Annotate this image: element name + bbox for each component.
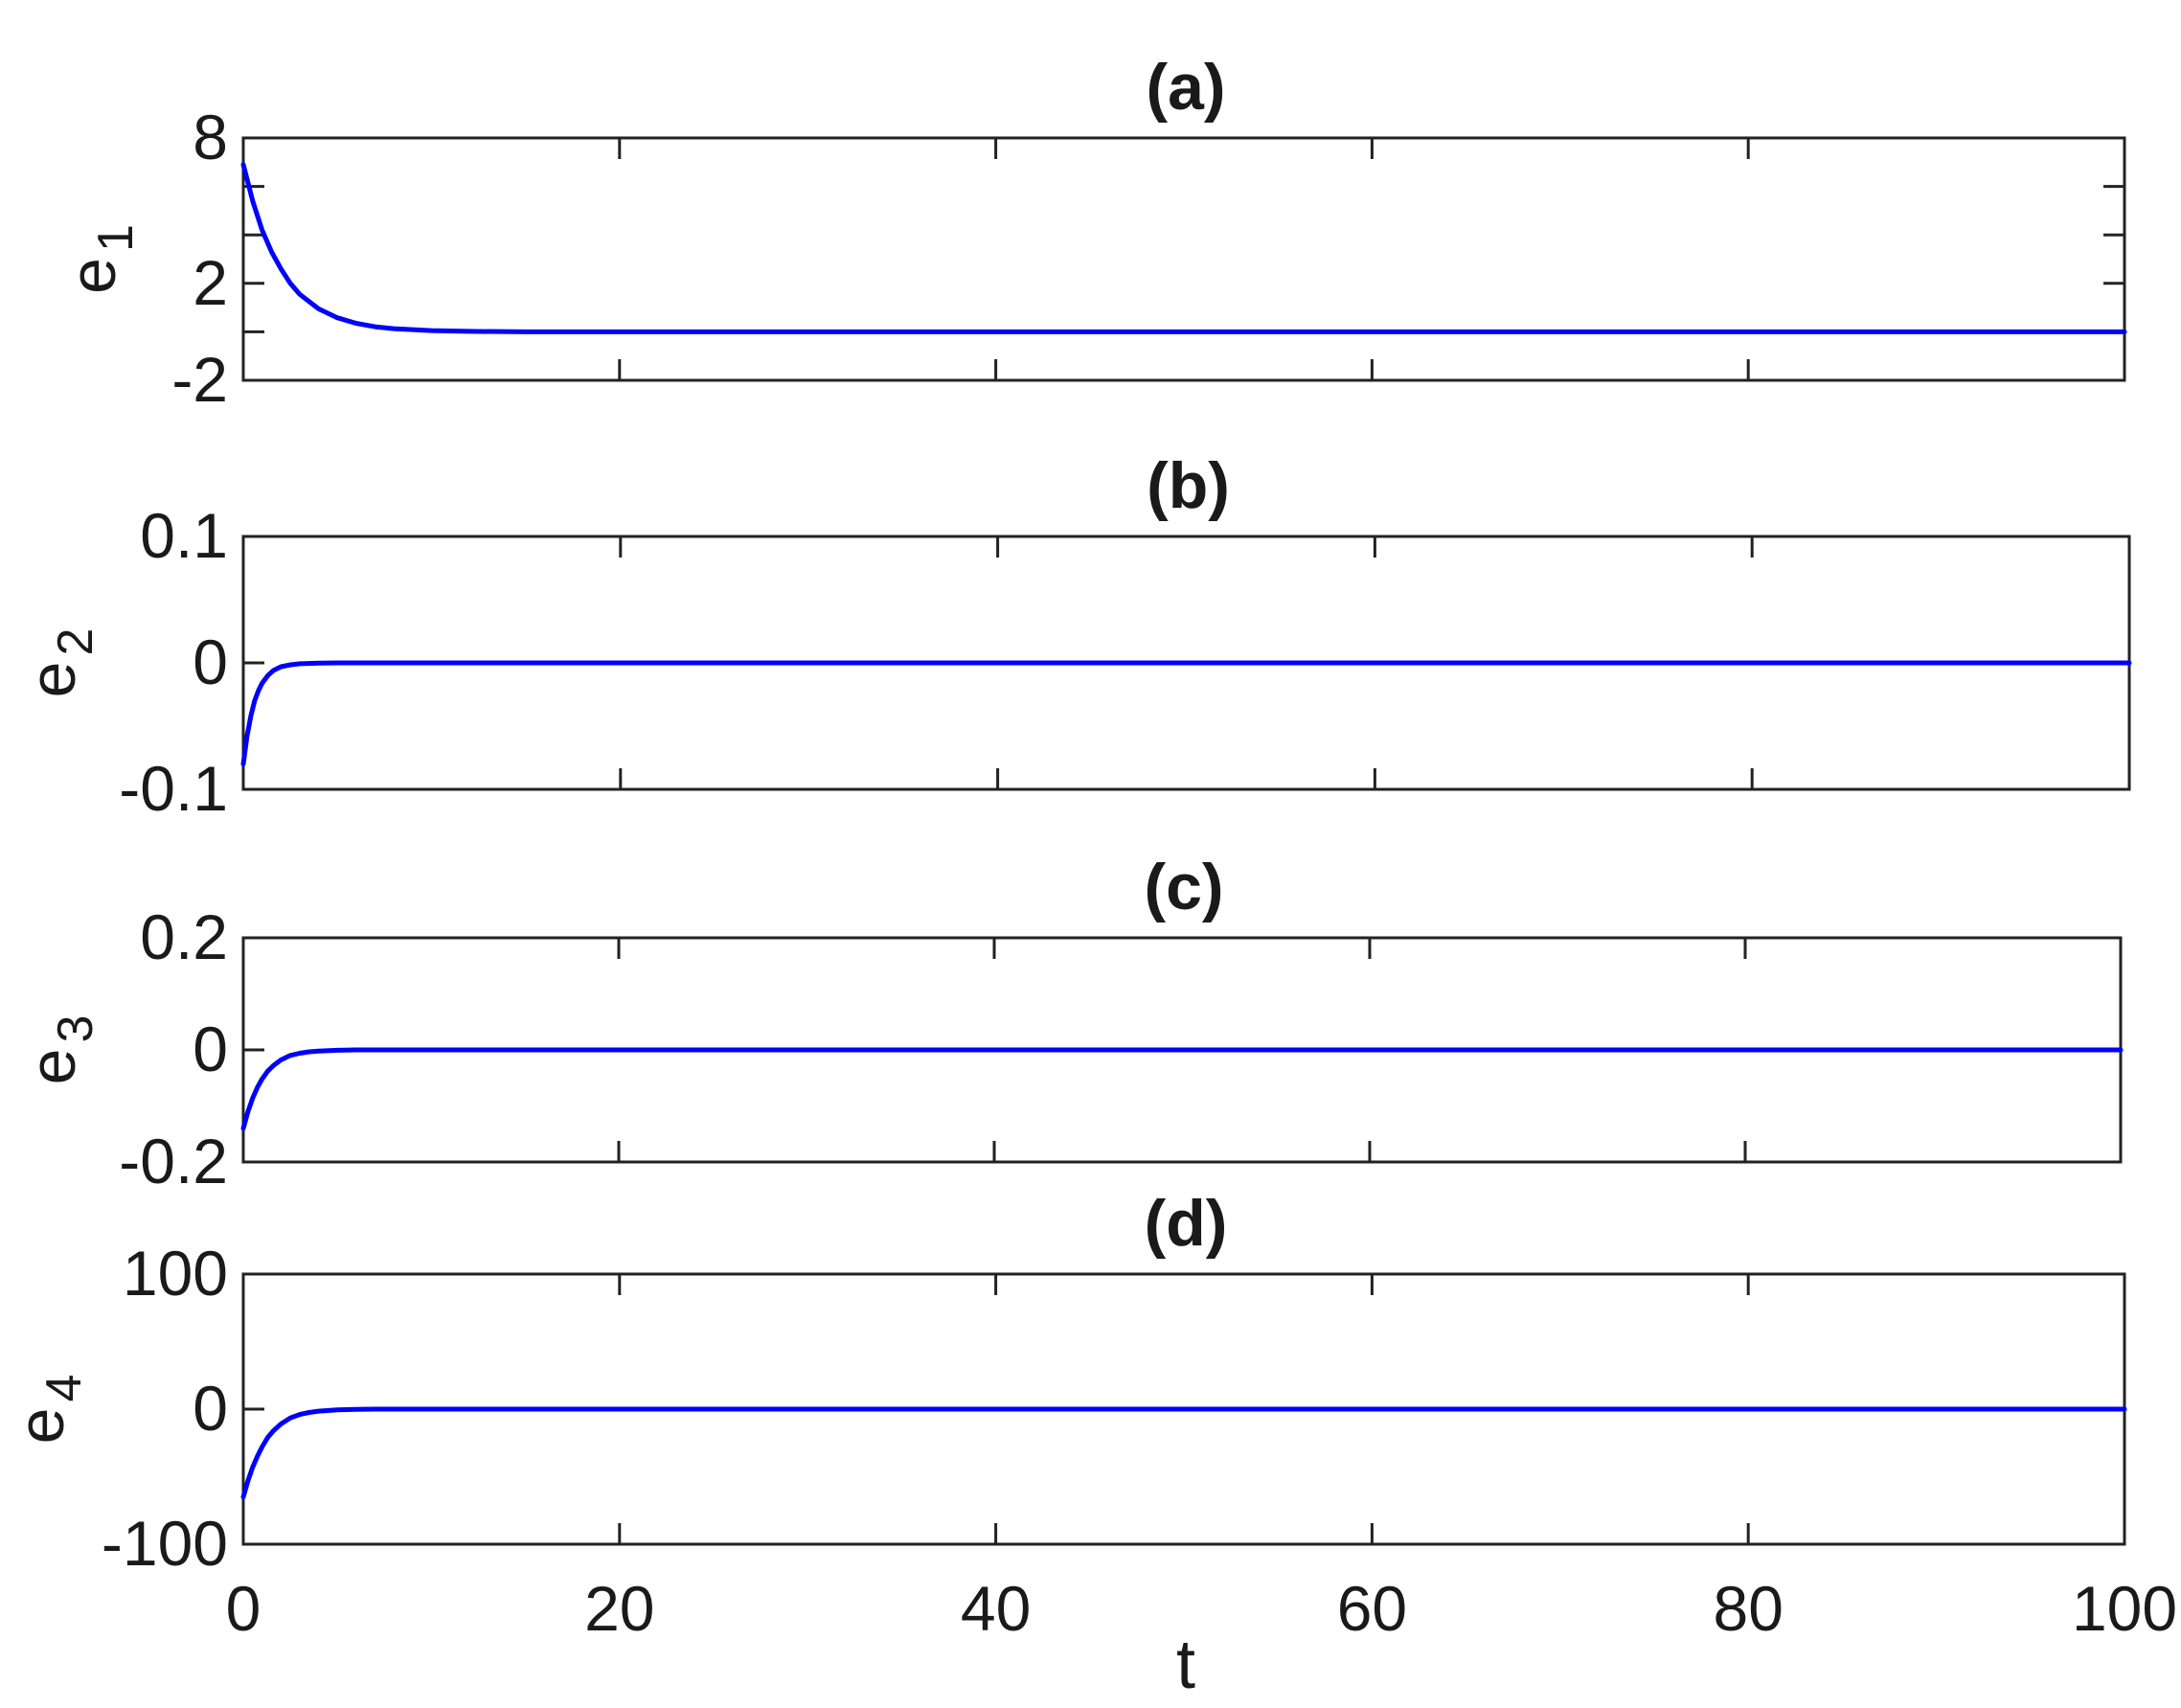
y-tick-label: 0.1 bbox=[140, 500, 228, 571]
series-line-e4 bbox=[240, 1406, 2127, 1500]
subplot-title: (b) bbox=[1147, 449, 1230, 522]
y-axis-label: e4 bbox=[5, 1375, 92, 1445]
y-tick-label: 8 bbox=[193, 102, 228, 172]
subplot-title: (c) bbox=[1144, 851, 1223, 923]
x-tick-label: 100 bbox=[2072, 1573, 2177, 1644]
y-tick-label: 0 bbox=[193, 1013, 228, 1084]
y-tick-label: 2 bbox=[193, 247, 228, 318]
subplot-title: (d) bbox=[1145, 1187, 1228, 1260]
series-line-e1 bbox=[240, 162, 2127, 334]
y-tick-label: -0.1 bbox=[119, 753, 228, 824]
y-tick-label: 0 bbox=[193, 1373, 228, 1444]
y-tick-label: 100 bbox=[123, 1238, 228, 1309]
subplot-c: -0.2 0 0.2 (c) e3 bbox=[16, 851, 2124, 1196]
subplot-b: -0.1 0 0.1 (b) e2 bbox=[16, 449, 2132, 824]
subplot-a: -2 2 8 (a) e1 bbox=[57, 51, 2127, 415]
series-line-e3 bbox=[240, 1047, 2124, 1131]
y-tick-label: 0 bbox=[193, 626, 228, 697]
x-tick-label: 60 bbox=[1337, 1573, 1407, 1644]
x-tick-label: 40 bbox=[961, 1573, 1031, 1644]
x-axis-label: t bbox=[1176, 1627, 1195, 1703]
y-tick-label: -2 bbox=[171, 344, 228, 415]
x-tick-label: 0 bbox=[226, 1573, 261, 1644]
y-tick-label: 0.2 bbox=[140, 901, 228, 972]
series-line-e2 bbox=[240, 660, 2132, 767]
y-axis-label: e2 bbox=[16, 628, 103, 698]
x-tick-label: 20 bbox=[584, 1573, 654, 1644]
x-tick-label: 80 bbox=[1713, 1573, 1783, 1644]
y-tick-label: -100 bbox=[102, 1508, 228, 1579]
subplot-title: (a) bbox=[1146, 51, 1225, 124]
y-axis-label: e1 bbox=[57, 224, 144, 294]
axes-frame bbox=[241, 136, 2126, 382]
y-axis-label: e3 bbox=[16, 1015, 103, 1085]
y-tick-label: -0.2 bbox=[119, 1126, 228, 1196]
